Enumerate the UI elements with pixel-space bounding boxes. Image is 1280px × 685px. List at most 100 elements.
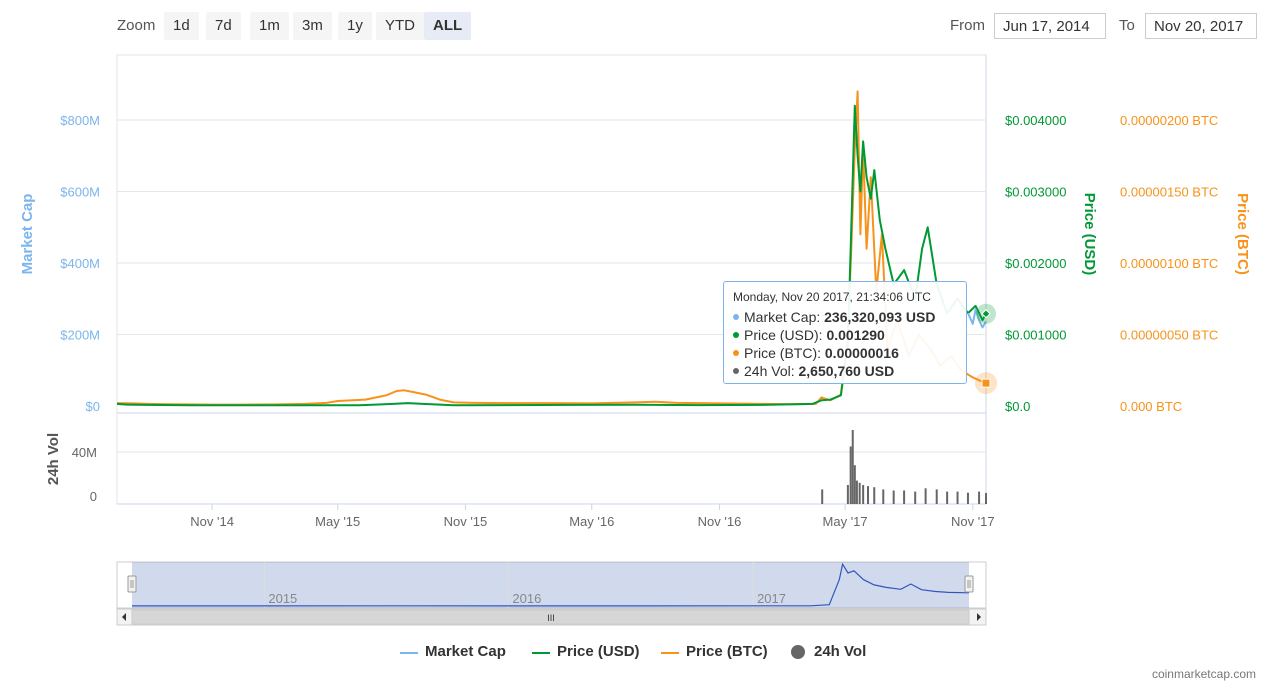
tooltip-row-price-btc: Price (BTC): 0.00000016 — [733, 344, 958, 362]
legend-line-icon — [400, 652, 418, 654]
market-cap-tick-label: $600M — [60, 185, 100, 200]
navigator-year-label: 2016 — [512, 591, 541, 606]
legend-line-icon — [532, 652, 550, 654]
volume-bars — [821, 430, 987, 504]
volume-bar — [855, 480, 858, 504]
market-cap-tick-label: $0 — [86, 399, 100, 414]
x-tick-label: May '17 — [823, 514, 868, 529]
price-usd-tick-label: $0.001000 — [1005, 328, 1066, 343]
to-date-input[interactable]: Nov 20, 2017 — [1145, 13, 1257, 39]
from-date-input[interactable]: Jun 17, 2014 — [994, 13, 1106, 39]
volume-bar — [924, 488, 927, 504]
to-label: To — [1119, 17, 1135, 34]
zoom-ytd-button[interactable]: YTD — [376, 12, 424, 40]
series-dot-icon — [733, 332, 739, 338]
price-usd-marker — [981, 309, 991, 319]
volume-bar — [946, 491, 949, 504]
volume-bar — [873, 487, 876, 504]
price-btc-tick-label: 0.00000050 BTC — [1120, 328, 1218, 343]
volume-bar — [858, 482, 861, 504]
series-dot-icon — [733, 368, 739, 374]
chart-grid — [116, 54, 987, 505]
chart-area: $0 $200M $400M $600M $800M $0.0 $0.001000 $0.00… — [19, 54, 1251, 626]
price-usd-axis-title: Price (USD) — [1081, 193, 1098, 276]
scroll-right-arrow-icon[interactable] — [977, 613, 981, 621]
tooltip-value: 0.001290 — [826, 327, 885, 343]
volume-bar — [846, 485, 849, 504]
zoom-label: Zoom — [117, 17, 156, 34]
zoom-all-button[interactable]: ALL — [424, 12, 472, 40]
series-line-price-usd — [116, 104, 987, 407]
legend-label: Price (BTC) — [686, 643, 768, 660]
tooltip-header: Monday, Nov 20 2017, 21:34:06 UTC — [733, 290, 931, 304]
volume-bar — [862, 485, 865, 504]
volume-bar — [956, 491, 959, 504]
tooltip-label: 24h Vol: — [744, 363, 799, 379]
tooltip-row-volume: 24h Vol: 2,650,760 USD — [733, 362, 958, 380]
zoom-7d-button[interactable]: 7d — [206, 12, 241, 40]
price-usd-tick-label: $0.003000 — [1005, 185, 1066, 200]
zoom-1y-button[interactable]: 1y — [338, 12, 372, 40]
price-btc-marker — [981, 378, 991, 388]
legend-line-icon — [661, 652, 679, 654]
price-btc-tick-label: 0.00000150 BTC — [1120, 185, 1218, 200]
volume-tick-label: 0 — [90, 489, 97, 504]
price-btc-axis-title: Price (BTC) — [1234, 193, 1251, 275]
price-btc-tick-label: 0.000 BTC — [1120, 399, 1182, 414]
series-dot-icon — [733, 314, 739, 320]
market-cap-tick-label: $400M — [60, 256, 100, 271]
navigator-right-handle[interactable] — [964, 575, 974, 593]
price-usd-tick-label: $0.004000 — [1005, 113, 1066, 128]
legend-item-volume[interactable]: 24h Vol — [791, 643, 891, 663]
credits-link[interactable]: coinmarketcap.com — [1151, 667, 1256, 681]
volume-bar — [935, 489, 938, 504]
legend-item-price-usd[interactable]: Price (USD) — [532, 643, 652, 663]
zoom-3m-button[interactable]: 3m — [293, 12, 332, 40]
legend-label: Price (USD) — [557, 643, 640, 660]
x-tick-label: May '15 — [315, 514, 360, 529]
volume-bar — [882, 489, 885, 504]
zoom-1m-button[interactable]: 1m — [250, 12, 289, 40]
volume-bar — [985, 493, 987, 504]
volume-bar — [892, 490, 895, 504]
tooltip-row-price-usd: Price (USD): 0.001290 — [733, 326, 958, 344]
zoom-1d-button[interactable]: 1d — [164, 12, 199, 40]
tooltip-label: Price (USD): — [744, 327, 827, 343]
tooltip-label: Price (BTC): — [744, 345, 825, 361]
market-cap-tick-label: $800M — [60, 113, 100, 128]
x-tick-label: Nov '16 — [698, 514, 742, 529]
volume-bar — [851, 430, 854, 504]
tooltip-row-market-cap: Market Cap: 236,320,093 USD — [733, 308, 958, 326]
tooltip-label: Market Cap: — [744, 309, 825, 325]
legend-label: 24h Vol — [814, 643, 867, 660]
tooltip-value: 2,650,760 USD — [798, 363, 895, 379]
scroll-left-arrow-icon[interactable] — [122, 613, 126, 621]
legend-item-price-btc[interactable]: Price (BTC) — [661, 643, 781, 663]
x-tick-label: Nov '14 — [190, 514, 234, 529]
legend-item-market-cap[interactable]: Market Cap — [400, 643, 520, 663]
legend-circle-icon — [791, 645, 805, 659]
volume-bar — [966, 492, 969, 504]
x-tick-label: May '16 — [569, 514, 614, 529]
volume-tick-label: 40M — [72, 445, 97, 460]
tooltip-value: 236,320,093 USD — [824, 309, 936, 325]
tooltip-value: 0.00000016 — [824, 345, 899, 361]
x-tick-label: Nov '15 — [444, 514, 488, 529]
navigator-year-label: 2017 — [757, 591, 786, 606]
series-line-market-cap — [967, 308, 987, 329]
navigator-mask — [132, 562, 969, 608]
x-tick-label: Nov '17 — [951, 514, 995, 529]
volume-axis-title: 24h Vol — [45, 433, 62, 485]
market-cap-axis-title: Market Cap — [19, 194, 36, 275]
price-btc-tick-label: 0.00000100 BTC — [1120, 256, 1218, 271]
market-cap-tick-label: $200M — [60, 328, 100, 343]
volume-bar — [853, 465, 856, 504]
volume-bar — [914, 491, 917, 504]
hover-markers — [975, 303, 997, 395]
scrollbar-grip-icon: III — [547, 613, 555, 623]
axis-tick-labels: $0 $200M $400M $600M $800M $0.0 $0.001000 $0.00… — [60, 113, 1218, 529]
scrollbar-thumb[interactable] — [131, 609, 970, 625]
price-usd-tick-label: $0.0 — [1005, 399, 1030, 414]
navigator-series-line — [131, 562, 970, 607]
navigator-left-handle[interactable] — [127, 575, 137, 593]
